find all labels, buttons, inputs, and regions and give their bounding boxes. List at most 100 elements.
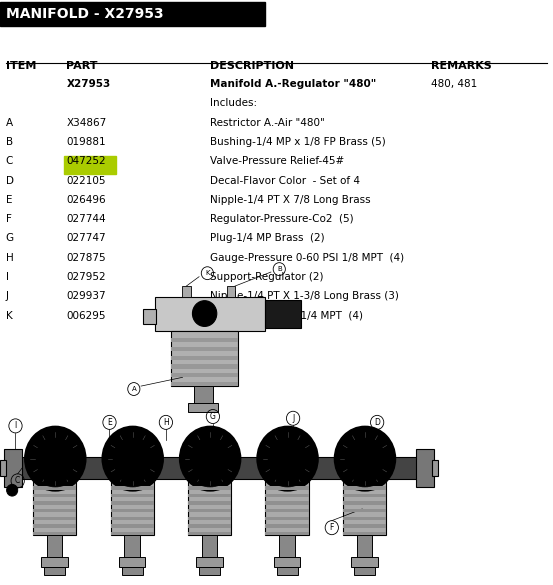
Text: 019881: 019881 [66,137,106,147]
FancyBboxPatch shape [188,509,231,512]
Text: 047252: 047252 [66,156,106,166]
FancyBboxPatch shape [265,300,301,328]
FancyBboxPatch shape [111,501,154,505]
FancyBboxPatch shape [265,486,309,490]
Circle shape [192,301,217,326]
Circle shape [121,476,125,480]
FancyBboxPatch shape [188,532,231,535]
FancyBboxPatch shape [357,535,372,558]
FancyBboxPatch shape [265,501,309,505]
Circle shape [63,476,67,480]
FancyBboxPatch shape [33,480,76,535]
Text: DESCRIPTION: DESCRIPTION [210,61,294,71]
FancyBboxPatch shape [33,494,76,497]
FancyBboxPatch shape [343,509,386,512]
Circle shape [201,449,219,468]
FancyBboxPatch shape [171,364,238,369]
FancyBboxPatch shape [171,356,238,360]
Text: Bushing-1/4 MP x 1/8 FP Brass (5): Bushing-1/4 MP x 1/8 FP Brass (5) [210,137,386,147]
FancyBboxPatch shape [202,535,217,558]
Circle shape [363,476,367,480]
FancyBboxPatch shape [188,494,231,497]
FancyBboxPatch shape [343,486,386,490]
Circle shape [53,456,58,461]
Text: D: D [374,418,380,427]
FancyBboxPatch shape [343,480,386,535]
Text: C: C [6,156,13,166]
FancyBboxPatch shape [354,567,375,575]
Circle shape [131,476,135,480]
FancyBboxPatch shape [343,524,386,528]
FancyBboxPatch shape [194,386,213,404]
Text: G: G [6,233,14,243]
FancyBboxPatch shape [188,480,231,535]
FancyBboxPatch shape [33,501,76,505]
FancyBboxPatch shape [0,2,265,26]
Text: ITEM: ITEM [6,61,36,71]
FancyBboxPatch shape [188,517,231,520]
FancyBboxPatch shape [19,457,418,479]
FancyBboxPatch shape [188,524,231,528]
FancyBboxPatch shape [416,449,434,487]
Text: 027744: 027744 [66,214,106,224]
FancyBboxPatch shape [171,373,238,377]
Text: Valve-Pressure Relief-45#: Valve-Pressure Relief-45# [210,156,345,166]
FancyBboxPatch shape [111,517,154,520]
Circle shape [198,476,202,480]
FancyBboxPatch shape [188,501,231,505]
Circle shape [43,476,48,480]
Text: K: K [205,270,210,276]
Circle shape [338,431,392,487]
Circle shape [131,456,135,461]
Text: J: J [6,291,8,301]
FancyBboxPatch shape [171,347,238,351]
FancyBboxPatch shape [276,567,298,575]
Text: 029937: 029937 [66,291,106,301]
FancyBboxPatch shape [4,449,22,487]
FancyBboxPatch shape [143,309,156,324]
Text: D: D [6,176,13,185]
Text: Fitting-1/4 MFL X 1/4 MPT  (4): Fitting-1/4 MFL X 1/4 MPT (4) [210,311,363,321]
Text: Plug-1/4 MP Brass  (2): Plug-1/4 MP Brass (2) [210,233,325,243]
FancyBboxPatch shape [343,494,386,497]
FancyBboxPatch shape [265,509,309,512]
Text: A: A [132,386,136,392]
Text: J: J [292,414,294,423]
FancyBboxPatch shape [199,567,220,575]
Circle shape [208,476,212,480]
FancyBboxPatch shape [171,331,238,386]
FancyBboxPatch shape [111,480,154,535]
Circle shape [363,456,367,461]
FancyBboxPatch shape [64,156,116,174]
FancyBboxPatch shape [47,535,62,558]
Circle shape [195,442,226,475]
FancyBboxPatch shape [111,524,154,528]
FancyBboxPatch shape [196,557,223,567]
Text: Support-Regulator (2): Support-Regulator (2) [210,272,324,282]
FancyBboxPatch shape [33,532,76,535]
Text: Nipple-1/4 PT X 7/8 Long Brass: Nipple-1/4 PT X 7/8 Long Brass [210,195,371,205]
Circle shape [275,476,280,480]
Circle shape [180,426,241,491]
Text: Gauge-Pressure 0-60 PSI 1/8 MPT  (4): Gauge-Pressure 0-60 PSI 1/8 MPT (4) [210,253,404,263]
FancyBboxPatch shape [351,557,378,567]
Text: C: C [15,476,20,486]
Text: G: G [210,412,216,421]
FancyBboxPatch shape [188,486,231,490]
FancyBboxPatch shape [111,509,154,512]
FancyBboxPatch shape [122,567,143,575]
FancyBboxPatch shape [33,517,76,520]
Text: E: E [6,195,12,205]
Circle shape [373,476,377,480]
FancyBboxPatch shape [171,338,238,342]
Circle shape [29,431,82,487]
FancyBboxPatch shape [111,486,154,490]
FancyBboxPatch shape [155,297,265,331]
Text: H: H [6,253,13,263]
Text: I: I [14,421,17,431]
Circle shape [285,456,290,461]
Circle shape [295,476,300,480]
Circle shape [198,307,211,321]
Circle shape [106,431,159,487]
Text: I: I [6,272,8,282]
